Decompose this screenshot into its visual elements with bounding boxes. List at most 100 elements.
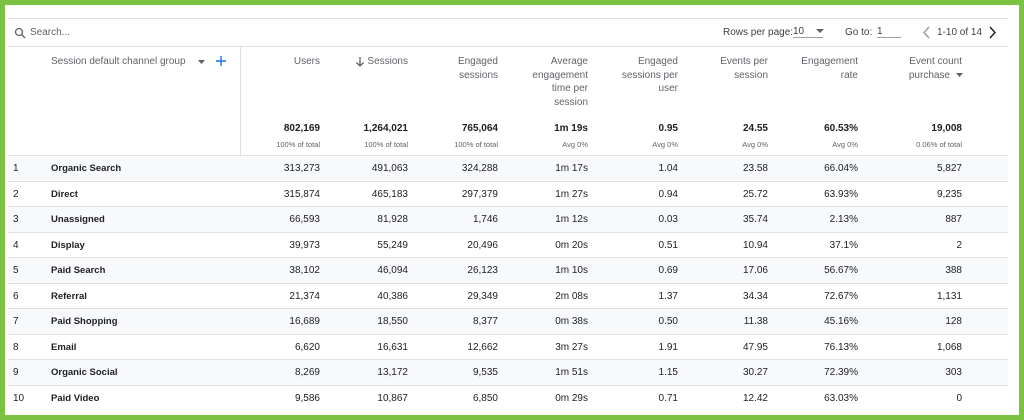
column-total: 60.53%	[824, 123, 858, 134]
column-total-note: Avg 0%	[652, 140, 678, 149]
channel-name: Organic Social	[51, 367, 118, 378]
channel-name: Unassigned	[51, 214, 105, 225]
metric-cell: 1m 27s	[555, 188, 588, 200]
column-total: 802,169	[283, 123, 320, 134]
metric-cell: 12.42	[742, 392, 768, 404]
metric-cell: 303	[945, 367, 962, 378]
metric-cell: 29,349	[467, 290, 498, 302]
table-row: 7 Paid Shopping 16,689 18,550 8,377 0m 38s 0.5…	[8, 308, 1008, 334]
metric-cell: 63.03%	[824, 392, 858, 404]
column-total: 1m 19s	[554, 123, 588, 134]
metric-cell: 9,586	[294, 392, 320, 404]
metric-cell: 76.13%	[824, 341, 858, 353]
metric-cell: 16,631	[377, 341, 408, 353]
rows-per-page-select[interactable]: 10	[793, 26, 823, 38]
metric-cell: 1m 10s	[555, 265, 588, 276]
metric-cell: 9,535	[472, 367, 498, 378]
column-total-note: Avg 0%	[742, 140, 768, 149]
metric-cell: 0.69	[658, 265, 678, 276]
channel-name: Organic Search	[51, 163, 122, 174]
dimension-header[interactable]: Session default channel group	[51, 56, 186, 67]
table-row: 10 Paid Video 9,586 10,867 6,850 0m 29s 0.71 12…	[8, 384, 1008, 411]
column-header[interactable]: Users	[293, 56, 320, 67]
metric-cell: 465,183	[371, 188, 408, 200]
column-header[interactable]: Engaged sessions per user	[621, 56, 678, 94]
table-row: 1 Organic Search 313,273 491,063 324,288 1m 1…	[8, 155, 1008, 181]
metric-cell: 26,123	[467, 265, 498, 276]
metric-cell: 0m 20s	[555, 239, 588, 251]
column-total: 0.95	[658, 123, 678, 134]
metric-cell: 12,662	[467, 341, 498, 353]
metric-cell: 72.67%	[824, 290, 858, 302]
metric-cell: 10.94	[742, 239, 768, 251]
metric-cell: 491,063	[371, 163, 408, 174]
row-index: 10	[13, 392, 25, 404]
row-index: 6	[13, 290, 19, 302]
metric-cell: 9,235	[936, 188, 962, 200]
column-header[interactable]: Engagement rate	[801, 56, 858, 81]
search-icon	[14, 27, 26, 39]
dropdown-icon	[956, 73, 963, 77]
metric-cell: 0.94	[658, 188, 678, 200]
next-page[interactable]	[988, 26, 998, 39]
metric-cell: 34.34	[742, 290, 768, 302]
metric-cell: 13,172	[377, 367, 408, 378]
search-input[interactable]: Search...	[30, 27, 71, 38]
page-range: 1-10 of 14	[937, 27, 983, 38]
metric-cell: 5,827	[936, 163, 962, 174]
metric-cell: 2m 08s	[555, 290, 588, 302]
metric-cell: 35.74	[742, 214, 768, 225]
column-total-note: 100% of total	[364, 140, 408, 149]
metric-cell: 0.03	[658, 214, 678, 225]
channel-name: Direct	[51, 188, 78, 200]
column-sublabel[interactable]: purchase	[908, 70, 950, 81]
prev-page[interactable]	[922, 26, 932, 39]
row-index: 2	[13, 188, 19, 200]
metric-cell: 20,496	[467, 239, 498, 251]
metric-cell: 6,620	[294, 341, 320, 353]
row-index: 7	[13, 316, 19, 327]
metric-cell: 6,850	[472, 392, 498, 404]
add-dimension[interactable]	[216, 56, 226, 66]
metric-cell: 46,094	[377, 265, 408, 276]
metric-cell: 313,273	[283, 163, 320, 174]
metric-cell: 17.06	[742, 265, 768, 276]
column-header[interactable]: Engaged sessions	[457, 56, 498, 81]
channel-name: Paid Shopping	[51, 316, 118, 327]
column-divider	[240, 47, 241, 155]
table-row: 6 Referral 21,374 40,386 29,349 2m 08s 1.37 34.…	[8, 282, 1008, 309]
metric-cell: 38,102	[289, 265, 320, 276]
channel-name: Paid Search	[51, 265, 106, 276]
column-header[interactable]: Event count	[909, 56, 962, 67]
column-total: 19,008	[931, 123, 962, 134]
column-total-note: 0.06% of total	[916, 140, 962, 149]
metric-cell: 1.37	[658, 290, 678, 302]
row-index: 5	[13, 265, 19, 276]
metric-cell: 56.67%	[824, 265, 858, 276]
column-header[interactable]: Sessions	[367, 56, 408, 67]
column-header[interactable]: Average engagement time per session	[532, 56, 588, 108]
column-header[interactable]: Events per session	[720, 56, 768, 81]
metric-cell: 16,689	[289, 316, 320, 327]
metric-cell: 23.58	[742, 163, 768, 174]
row-index: 4	[13, 239, 19, 251]
goto-input[interactable]: 1	[877, 26, 901, 38]
metric-cell: 0.51	[658, 239, 678, 251]
divider	[8, 46, 1008, 47]
metric-cell: 1m 51s	[555, 367, 588, 378]
column-total: 24.55	[742, 123, 768, 134]
column-total: 765,064	[461, 123, 498, 134]
rows-per-page-label: Rows per page:	[723, 27, 794, 38]
table-row: 3 Unassigned 66,593 81,928 1,746 1m 12s 0.03 35…	[8, 206, 1008, 232]
column-total-note: Avg 0%	[562, 140, 588, 149]
metric-cell: 1,068	[936, 341, 962, 353]
metric-cell: 30.27	[742, 367, 768, 378]
metric-cell: 66,593	[289, 214, 320, 225]
metric-cell: 11.38	[743, 316, 768, 327]
metric-cell: 55,249	[377, 239, 408, 251]
metric-cell: 2.13%	[829, 214, 858, 225]
metric-cell: 72.39%	[824, 367, 858, 378]
table-row: 2 Direct 315,874 465,183 297,379 1m 27s 0.94 25…	[8, 180, 1008, 207]
metric-cell: 63.93%	[824, 188, 858, 200]
